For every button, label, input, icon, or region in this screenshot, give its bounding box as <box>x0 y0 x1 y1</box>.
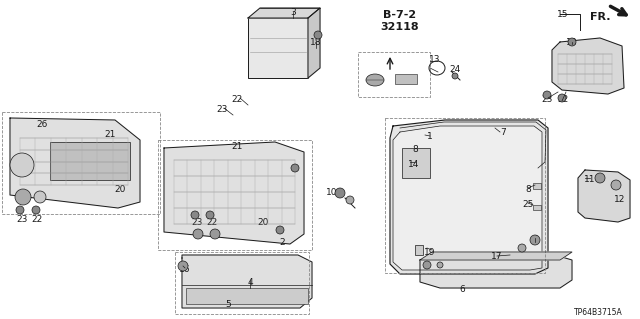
Circle shape <box>558 94 566 102</box>
Bar <box>533 183 541 189</box>
Circle shape <box>335 188 345 198</box>
Bar <box>175 252 309 314</box>
Circle shape <box>191 211 199 219</box>
Text: 10: 10 <box>326 188 338 197</box>
Text: 12: 12 <box>614 195 626 204</box>
Circle shape <box>291 164 299 172</box>
Text: 23: 23 <box>216 105 228 114</box>
Polygon shape <box>164 142 304 244</box>
Text: FR.: FR. <box>589 12 611 22</box>
Circle shape <box>452 73 458 79</box>
Polygon shape <box>578 170 630 222</box>
Text: 6: 6 <box>459 285 465 294</box>
Bar <box>415 245 423 255</box>
Circle shape <box>178 261 188 271</box>
Text: 15: 15 <box>557 10 569 19</box>
Circle shape <box>346 196 354 204</box>
Circle shape <box>543 91 551 99</box>
Text: 18: 18 <box>566 38 578 47</box>
Text: 23: 23 <box>16 215 28 224</box>
Bar <box>186 288 308 304</box>
Text: 23: 23 <box>541 95 553 104</box>
Text: 14: 14 <box>408 160 420 169</box>
Text: 20: 20 <box>257 218 269 227</box>
Text: 4: 4 <box>247 278 253 287</box>
Text: 22: 22 <box>31 215 43 224</box>
Text: 3: 3 <box>290 8 296 17</box>
Circle shape <box>437 262 443 268</box>
Text: 8: 8 <box>525 185 531 194</box>
Polygon shape <box>390 120 548 274</box>
Circle shape <box>193 229 203 239</box>
Text: 7: 7 <box>500 128 506 137</box>
Circle shape <box>314 31 322 39</box>
Text: 19: 19 <box>424 248 436 257</box>
Polygon shape <box>182 255 312 308</box>
Text: 21: 21 <box>104 130 116 139</box>
Text: 2: 2 <box>279 238 285 247</box>
Text: 16: 16 <box>179 265 191 274</box>
Bar <box>385 118 545 273</box>
Text: 18: 18 <box>310 38 322 47</box>
Text: 26: 26 <box>36 120 48 129</box>
Circle shape <box>530 235 540 245</box>
Text: 24: 24 <box>449 65 461 74</box>
Polygon shape <box>10 118 140 208</box>
Circle shape <box>210 229 220 239</box>
Text: 17: 17 <box>492 252 503 261</box>
Text: 11: 11 <box>584 175 596 184</box>
Text: 21: 21 <box>231 142 243 151</box>
Text: 9: 9 <box>532 235 538 244</box>
Text: 20: 20 <box>115 185 125 194</box>
Circle shape <box>611 180 621 190</box>
Bar <box>2 112 160 214</box>
Text: 22: 22 <box>557 95 568 104</box>
Circle shape <box>10 153 34 177</box>
Bar <box>248 18 308 78</box>
Text: 32118: 32118 <box>381 22 419 32</box>
Text: 8: 8 <box>412 145 418 154</box>
Text: TP64B3715A: TP64B3715A <box>573 308 622 317</box>
Circle shape <box>568 38 576 46</box>
Polygon shape <box>420 255 572 288</box>
Circle shape <box>206 211 214 219</box>
Circle shape <box>595 173 605 183</box>
Text: 1: 1 <box>427 132 433 141</box>
Text: B-7-2: B-7-2 <box>383 10 417 20</box>
Circle shape <box>32 206 40 214</box>
Ellipse shape <box>366 74 384 86</box>
Polygon shape <box>420 252 572 260</box>
Text: 25: 25 <box>522 200 534 209</box>
Text: 13: 13 <box>429 55 441 64</box>
Text: 23: 23 <box>191 218 203 227</box>
Text: 5: 5 <box>225 300 231 309</box>
Bar <box>50 142 130 180</box>
Bar <box>358 52 430 97</box>
Polygon shape <box>393 126 542 270</box>
Circle shape <box>15 189 31 205</box>
Polygon shape <box>248 8 320 18</box>
Text: 22: 22 <box>206 218 218 227</box>
Bar <box>158 140 312 250</box>
Polygon shape <box>308 8 320 78</box>
Circle shape <box>34 191 46 203</box>
Circle shape <box>423 261 431 269</box>
Bar <box>395 74 417 84</box>
Circle shape <box>276 226 284 234</box>
Bar <box>402 148 430 178</box>
Polygon shape <box>552 38 624 94</box>
Text: 22: 22 <box>232 95 243 104</box>
Bar <box>533 205 541 210</box>
Circle shape <box>518 244 526 252</box>
Circle shape <box>16 206 24 214</box>
